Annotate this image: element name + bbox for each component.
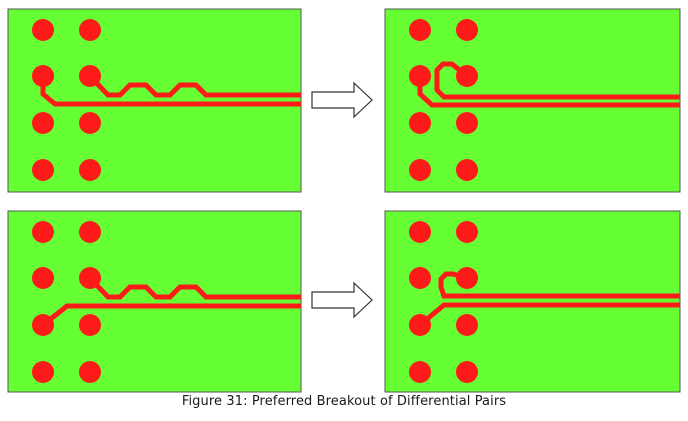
bga-pad xyxy=(32,19,54,41)
differential-trace-positive xyxy=(434,61,680,100)
bottom-right-board xyxy=(384,210,681,393)
pcb-board-background xyxy=(7,8,302,193)
bottom-transition-arrow xyxy=(311,281,373,319)
bga-pad xyxy=(409,267,431,289)
bga-pad xyxy=(79,267,101,289)
bga-pad xyxy=(456,65,478,87)
bga-pad xyxy=(79,65,101,87)
bga-pad xyxy=(456,221,478,243)
bga-pad xyxy=(409,112,431,134)
bga-pad xyxy=(456,112,478,134)
differential-trace-positive xyxy=(88,74,301,98)
bga-pad xyxy=(456,361,478,383)
bottom-left-board xyxy=(7,210,302,393)
bga-pad xyxy=(456,267,478,289)
bga-pad xyxy=(409,159,431,181)
bga-pad xyxy=(409,221,431,243)
boards xyxy=(7,8,681,393)
bga-pad xyxy=(79,112,101,134)
bga-pad xyxy=(79,159,101,181)
bga-pad xyxy=(32,159,54,181)
differential-trace-positive xyxy=(438,271,680,299)
pcb-board-background xyxy=(384,8,681,193)
differential-trace-positive xyxy=(88,276,301,300)
bga-pad xyxy=(456,159,478,181)
top-left-board xyxy=(7,8,302,193)
bga-pad xyxy=(32,221,54,243)
pcb-board-background xyxy=(7,210,302,393)
bga-pad xyxy=(409,19,431,41)
bga-pad xyxy=(409,314,431,336)
figure-caption: Figure 31: Preferred Breakout of Differe… xyxy=(181,394,507,409)
bga-pad xyxy=(456,314,478,336)
bga-pad xyxy=(79,314,101,336)
top-right-board xyxy=(384,8,681,193)
bga-pad xyxy=(409,65,431,87)
arrows xyxy=(311,81,373,319)
pcb-board-background xyxy=(384,210,681,393)
bga-pad xyxy=(32,314,54,336)
bga-pad xyxy=(32,112,54,134)
bga-pad xyxy=(79,221,101,243)
bga-pad xyxy=(32,361,54,383)
bga-pad xyxy=(32,65,54,87)
bga-pad xyxy=(79,361,101,383)
bga-pad xyxy=(79,19,101,41)
bga-pad xyxy=(409,361,431,383)
bga-pad xyxy=(456,19,478,41)
top-transition-arrow xyxy=(311,81,373,119)
bga-pad xyxy=(32,267,54,289)
